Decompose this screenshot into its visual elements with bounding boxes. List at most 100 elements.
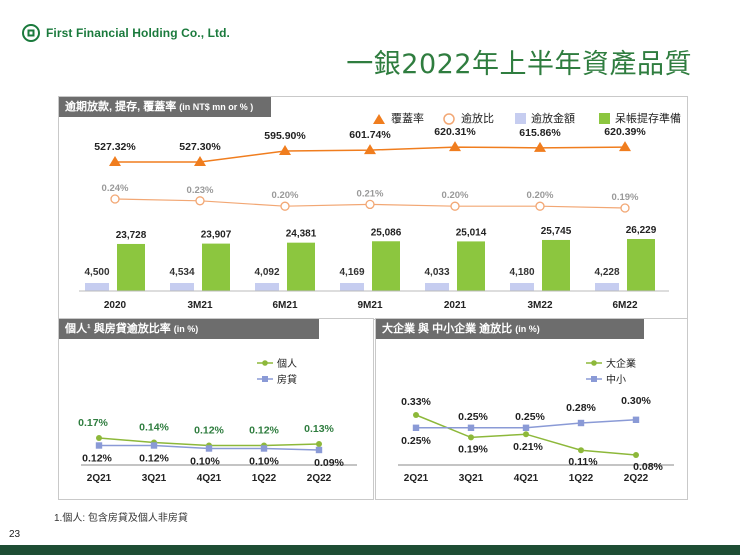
- corporate-panel-header: 大企業 與 中小企業 逾放比 (in %): [376, 319, 644, 339]
- npl-amount-bar: [340, 283, 364, 291]
- provision-bar: [457, 241, 485, 291]
- legend-provision-icon: [599, 113, 610, 124]
- legend-label-1: 房貸: [277, 373, 297, 386]
- npl-amount-label: 4,092: [254, 267, 279, 278]
- series-point-0: [633, 452, 639, 458]
- personal-mortgage-panel: 個人¹ 與房貸逾放比率 (in %) 個人 房貸 2Q21 3Q21 4Q21 1Q22 2…: [58, 318, 374, 500]
- legend-marker-0: [591, 360, 597, 366]
- series-label-0: 0.12%: [194, 425, 224, 437]
- series-point-1: [632, 416, 640, 423]
- coverage-label: 620.31%: [434, 126, 476, 138]
- npl-ratio-point: [365, 199, 375, 210]
- series-point-1: [467, 424, 475, 431]
- x-tick-label: 4Q21: [514, 473, 539, 484]
- series-label-0: 0.19%: [458, 443, 488, 455]
- x-tick-label: 2020: [104, 300, 127, 311]
- legend-label-1: 中小: [606, 373, 626, 386]
- company-logo: First Financial Holding Co., Ltd.: [22, 24, 230, 42]
- footer-bar: [0, 545, 740, 555]
- npl-ratio-point: [110, 194, 120, 204]
- x-tick-label: 2Q21: [87, 473, 112, 484]
- provision-label: 26,229: [626, 225, 657, 236]
- x-tick-label: 1Q22: [569, 473, 594, 484]
- series-point-1: [95, 442, 103, 449]
- npl-ratio-label: 0.20%: [527, 190, 554, 201]
- npl-amount-bar: [85, 283, 109, 291]
- series-point-0: [523, 431, 529, 438]
- legend-marker-1: [591, 376, 597, 382]
- series-label-1: 0.12%: [139, 453, 169, 465]
- x-tick-label: 2Q22: [307, 473, 332, 484]
- legend-label-0: 個人: [277, 357, 297, 370]
- coverage-point: [449, 141, 461, 152]
- coverage-label: 620.39%: [604, 126, 646, 138]
- coverage-label: 595.90%: [264, 130, 306, 142]
- coverage-label: 527.30%: [179, 141, 221, 153]
- provision-bar: [287, 242, 315, 291]
- x-tick-label: 3Q21: [142, 473, 167, 484]
- series-point-0: [578, 447, 584, 454]
- npl-ratio-point: [535, 201, 545, 211]
- series-point-1: [150, 442, 158, 449]
- npl-amount-bar: [595, 283, 619, 291]
- provision-bar: [542, 239, 570, 291]
- legend-npl-amount-icon: [515, 113, 526, 124]
- npl-ratio-label: 0.20%: [272, 190, 299, 201]
- series-label-0: 0.21%: [513, 441, 543, 453]
- npl-amount-bar: [510, 283, 534, 291]
- x-tick-label: 6M22: [612, 300, 637, 311]
- coverage-point: [534, 141, 546, 152]
- series-label-1: 0.09%: [314, 457, 344, 469]
- coverage-point: [194, 155, 206, 166]
- npl-ratio-label: 0.19%: [612, 192, 639, 203]
- series-point-0: [413, 412, 419, 418]
- npl-amount-bar: [170, 283, 194, 291]
- provision-bar: [117, 243, 145, 291]
- series-point-1: [205, 445, 213, 452]
- npl-panel-header: 逾期放款, 提存, 覆蓋率 (in NT$ mn or % ): [59, 97, 271, 117]
- coverage-point: [619, 141, 631, 152]
- legend-npl-amount-label: 逾放金額: [531, 111, 575, 125]
- provision-label: 25,086: [371, 227, 402, 238]
- coverage-point: [364, 144, 376, 155]
- legend-provision-label: 呆帳提存準備: [615, 111, 681, 125]
- series-label-0: 0.33%: [401, 396, 431, 408]
- legend-npl-ratio-icon: [443, 113, 455, 125]
- series-label-1: 0.25%: [401, 435, 431, 447]
- footnote: 1.個人: 包含房貸及個人非房貸: [54, 513, 188, 524]
- npl-coverage-chart: 覆蓋率 逾放比 逾放金額 呆帳提存準備 4,500 23,728 4,534 23,907 4,…: [79, 111, 681, 311]
- series-label-0: 0.13%: [304, 423, 334, 435]
- legend-label-0: 大企業: [606, 357, 636, 370]
- provision-label: 23,907: [201, 230, 232, 241]
- npl-amount-bar: [255, 283, 279, 291]
- provision-label: 25,745: [541, 226, 572, 237]
- npl-amount-label: 4,500: [84, 267, 109, 278]
- coverage-label: 615.86%: [519, 127, 561, 139]
- x-tick-label: 2Q21: [404, 473, 429, 484]
- series-point-1: [577, 419, 585, 427]
- npl-amount-label: 4,228: [594, 267, 619, 278]
- provision-label: 25,014: [456, 227, 487, 238]
- coverage-point: [109, 155, 121, 166]
- provision-label: 24,381: [286, 229, 317, 240]
- coverage-label: 601.74%: [349, 129, 391, 141]
- series-label-1: 0.10%: [249, 456, 279, 468]
- coverage-label: 527.32%: [94, 141, 136, 153]
- provision-bar: [627, 239, 655, 291]
- series-label-1: 0.25%: [458, 411, 488, 423]
- npl-ratio-point: [195, 196, 205, 206]
- series-label-1: 0.28%: [566, 402, 596, 414]
- personal-panel-title: 個人¹ 與房貸逾放比率: [65, 323, 171, 335]
- series-label-1: 0.30%: [621, 395, 651, 407]
- series-point-1: [522, 424, 530, 431]
- provision-bar: [372, 241, 400, 291]
- company-name: First Financial Holding Co., Ltd.: [46, 26, 230, 40]
- x-tick-label: 2Q22: [624, 473, 649, 484]
- npl-amount-bar: [425, 283, 449, 291]
- personal-panel-header: 個人¹ 與房貸逾放比率 (in %): [59, 319, 319, 339]
- legend-coverage-icon: [373, 114, 385, 124]
- series-label-1: 0.12%: [82, 453, 112, 465]
- series-label-0: 0.14%: [139, 422, 169, 434]
- x-tick-label: 4Q21: [197, 473, 222, 484]
